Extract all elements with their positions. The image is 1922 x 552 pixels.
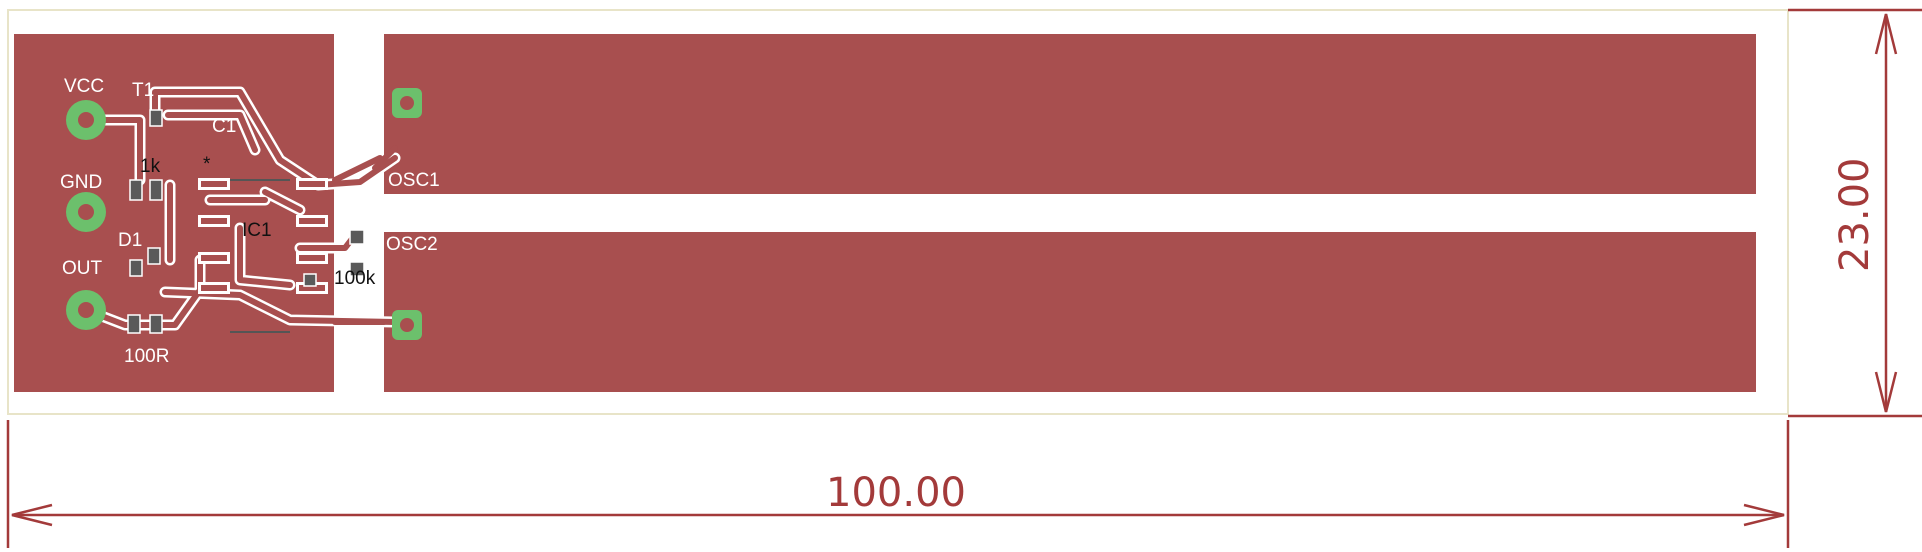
- label-gnd: GND: [60, 172, 102, 193]
- ic1-footprint-copper: [201, 181, 325, 291]
- electrode-osc2[interactable]: [384, 232, 1756, 392]
- label-osc1: OSC1: [388, 170, 440, 191]
- pin1-marker: *: [203, 154, 211, 175]
- dimension-height-label: 23.00: [1832, 157, 1878, 272]
- label-out: OUT: [62, 258, 103, 279]
- dimension-width: [6, 420, 1790, 548]
- connector-out[interactable]: [66, 290, 106, 330]
- label-vcc: VCC: [64, 76, 104, 97]
- label-100r: 100R: [124, 346, 169, 367]
- label-1k: 1k: [140, 156, 161, 177]
- label-t1: T1: [132, 80, 154, 101]
- label-c1: C1: [212, 116, 236, 137]
- dimension-width-label: 100.00: [826, 470, 966, 516]
- via-osc2[interactable]: [392, 310, 422, 340]
- dimension-height: [1788, 8, 1922, 418]
- via-osc1[interactable]: [392, 88, 422, 118]
- smd-pads: [127, 109, 365, 334]
- connector-vcc[interactable]: [66, 100, 106, 140]
- label-100k: 100k: [334, 268, 376, 289]
- label-osc2: OSC2: [386, 234, 438, 255]
- connector-gnd[interactable]: [66, 192, 106, 232]
- label-d1: D1: [118, 230, 142, 251]
- electrode-traces: [332, 145, 398, 325]
- electrode-osc1[interactable]: [384, 34, 1756, 194]
- label-ic1: IC1: [242, 220, 272, 241]
